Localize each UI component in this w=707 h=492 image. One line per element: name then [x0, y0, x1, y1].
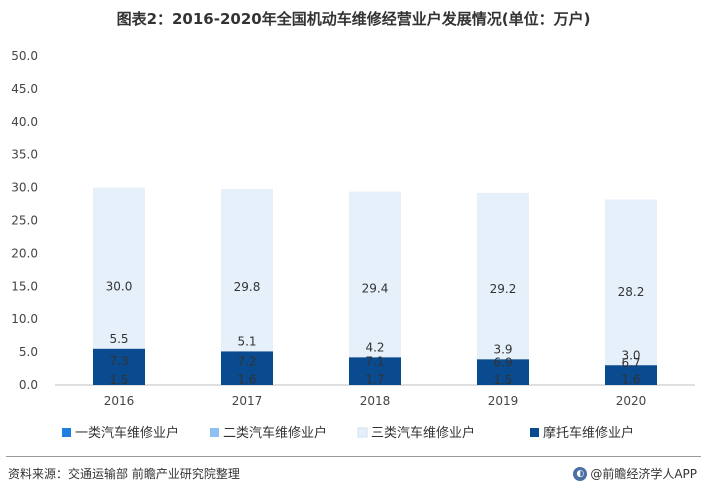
y-tick-label: 40.0 [11, 115, 38, 129]
bar-segment [221, 351, 273, 385]
data-label: 5.1 [237, 334, 256, 348]
data-label: 3.9 [493, 342, 512, 356]
brand-text: @前瞻经济学人APP [590, 467, 697, 481]
bar-segment [605, 199, 657, 385]
data-label: 1.6 [621, 373, 640, 387]
chart-title: 图表2：2016-2020年全国机动车维修经营业户发展情况(单位：万户) [116, 10, 591, 28]
legend-item: 摩托车维修业户 [530, 425, 634, 441]
legend-swatch [210, 428, 219, 437]
x-axis: 2016 2017 2018 2019 2020 [55, 384, 695, 408]
x-tick-label: 2019 [488, 394, 519, 408]
x-tick-label: 2017 [232, 394, 263, 408]
data-label: 30.0 [106, 279, 133, 293]
data-label: 29.2 [490, 282, 517, 296]
data-label: 28.2 [618, 285, 645, 299]
data-label: 7.1 [365, 355, 384, 369]
data-label: 4.2 [365, 340, 384, 354]
brand-logo-icon: ◐ [573, 466, 588, 481]
y-tick-label: 15.0 [11, 279, 38, 293]
data-label: 6.7 [621, 356, 640, 370]
bar-segment [349, 191, 401, 385]
source-note: 资料来源：交通运输部 前瞻产业研究院整理 [8, 467, 240, 481]
y-tick-label: 20.0 [11, 246, 38, 260]
legend-item: 一类汽车维修业户 [62, 425, 179, 441]
legend: 一类汽车维修业户 二类汽车维修业户 三类汽车维修业户 摩托车维修业户 [62, 425, 634, 441]
y-tick-label: 45.0 [11, 82, 38, 96]
legend-label: 一类汽车维修业户 [75, 425, 179, 441]
legend-item: 三类汽车维修业户 [357, 425, 475, 441]
legend-swatch [530, 428, 539, 437]
footer-divider [6, 456, 701, 457]
data-label: 29.4 [362, 281, 389, 295]
data-label: 5.5 [109, 332, 128, 346]
y-tick-label: 35.0 [11, 148, 38, 162]
data-label: 1.7 [365, 372, 384, 386]
y-tick-label: 50.0 [11, 49, 38, 63]
x-tick-label: 2018 [360, 394, 391, 408]
data-label: 1.5 [109, 373, 128, 387]
legend-label: 三类汽车维修业户 [371, 425, 475, 441]
legend-item: 二类汽车维修业户 [210, 425, 327, 441]
y-tick-label: 0.0 [19, 378, 38, 392]
data-label: 6.9 [493, 355, 512, 369]
data-label: 1.6 [237, 373, 256, 387]
legend-label: 摩托车维修业户 [543, 425, 634, 441]
y-axis: 0.0 5.0 10.0 15.0 20.0 25.0 30.0 35.0 40.0 45.0 50… [11, 49, 38, 392]
bar-segment [93, 348, 145, 385]
data-label: 29.8 [234, 280, 261, 294]
x-tick-label: 2020 [616, 394, 647, 408]
bar-segment [477, 359, 529, 385]
data-label: 7.2 [237, 354, 256, 368]
data-labels: 1.5 7.3 30.0 5.5 1.6 7.2 29.8 5.1 1.7 7.1 29.4 4.2 1… [106, 279, 645, 387]
brand-credit: ◐ @前瞻经济学人APP [573, 465, 697, 482]
y-tick-label: 30.0 [11, 181, 38, 195]
stacked-bar-chart: 0.0 5.0 10.0 15.0 20.0 25.0 30.0 35.0 40.0 45.0 50… [11, 49, 695, 441]
x-tick-label: 2016 [104, 394, 135, 408]
y-tick-label: 10.0 [11, 312, 38, 326]
bar-segment [605, 365, 657, 385]
bar-segment [477, 192, 529, 385]
y-tick-label: 25.0 [11, 214, 38, 228]
data-label: 7.3 [109, 354, 128, 368]
legend-swatch [62, 428, 71, 437]
bar-segment [349, 357, 401, 385]
y-tick-label: 5.0 [19, 345, 38, 359]
legend-swatch [357, 427, 368, 438]
data-label: 3.0 [621, 348, 640, 362]
data-label: 1.5 [493, 373, 512, 387]
legend-label: 二类汽车维修业户 [223, 425, 327, 441]
bars [93, 187, 657, 385]
